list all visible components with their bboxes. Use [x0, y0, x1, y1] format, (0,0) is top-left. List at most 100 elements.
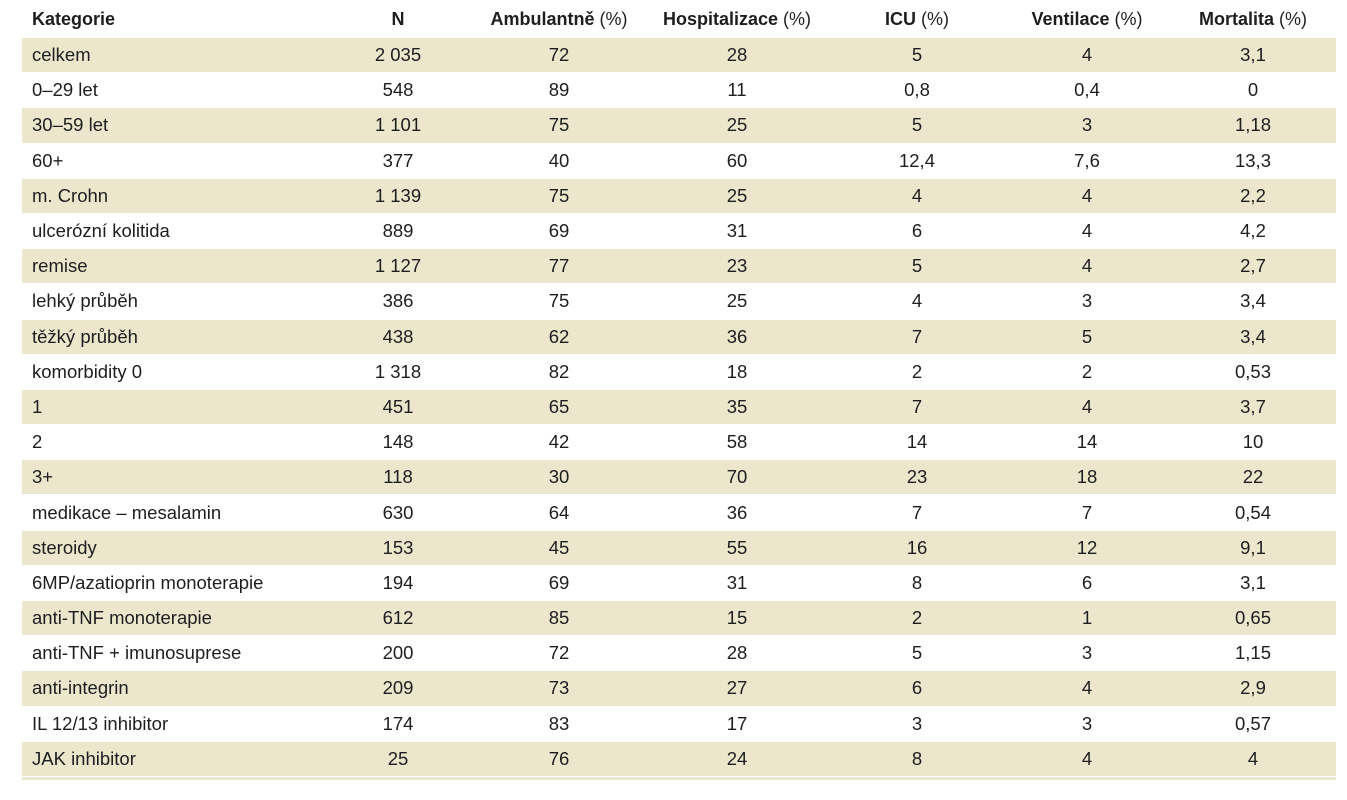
column-header-unit: (%) — [1274, 8, 1307, 29]
category-cell: ulcerózní kolitida — [32, 220, 170, 242]
value-cell: 12,4 — [898, 149, 935, 171]
value-cell: 10 — [1242, 431, 1264, 453]
column-header-5: Ventilace (%) — [1004, 0, 1170, 38]
value-cell: 23 — [906, 466, 928, 488]
value-cell: 209 — [382, 677, 414, 699]
value-cell: 0 — [1247, 79, 1259, 101]
value-cell: 1,15 — [1234, 642, 1271, 664]
value-cell: 7,6 — [1074, 149, 1100, 171]
value-cell: 60 — [726, 149, 748, 171]
value-cell: 5 — [911, 642, 923, 664]
column-header-label: N — [391, 8, 405, 29]
value-cell: 174 — [382, 712, 414, 734]
value-cell: 89 — [548, 79, 570, 101]
table-row: remise 1 127 77 23 5 4 2,7 — [22, 248, 1336, 284]
value-cell: 73 — [548, 677, 570, 699]
value-cell: 0,53 — [1234, 360, 1271, 382]
value-cell: 42 — [548, 431, 570, 453]
category-cell: těžký průběh — [32, 325, 138, 347]
value-cell: 4 — [1081, 677, 1093, 699]
value-cell: 30 — [548, 466, 570, 488]
value-cell: 8 — [911, 571, 923, 593]
value-cell: 1 318 — [374, 360, 422, 382]
category-cell: IL 12/13 inhibitor — [32, 712, 169, 734]
table-row: 0–29 let 548 89 11 0,8 0,4 0 — [22, 72, 1336, 108]
value-cell: 1 127 — [374, 255, 422, 277]
category-cell: steroidy — [32, 536, 97, 558]
value-cell: 83 — [548, 712, 570, 734]
category-cell: 0–29 let — [32, 79, 98, 101]
value-cell: 36 — [726, 325, 748, 347]
category-cell: m. Crohn — [32, 184, 109, 206]
table-row: medikace – mesalamin 630 64 36 7 7 0,54 — [22, 494, 1336, 531]
table-row: těžký průběh 438 62 36 7 5 3,4 — [22, 319, 1336, 355]
table-row: 1 451 65 35 7 4 3,7 — [22, 389, 1336, 425]
value-cell: 8 — [911, 747, 923, 769]
value-cell: 23 — [726, 255, 748, 277]
column-header-6: Mortalita (%) — [1170, 0, 1336, 38]
value-cell: 4 — [1081, 184, 1093, 206]
value-cell: 153 — [382, 536, 414, 558]
value-cell: 4 — [911, 290, 923, 312]
value-cell: 28 — [726, 642, 748, 664]
category-cell: remise — [32, 255, 88, 277]
value-cell: 0,8 — [904, 79, 930, 101]
value-cell: 1 — [1081, 607, 1093, 629]
value-cell: 24 — [726, 747, 748, 769]
value-cell: 3,7 — [1240, 395, 1266, 417]
value-cell: 2 — [911, 360, 923, 382]
category-cell: lehký průběh — [32, 290, 138, 312]
value-cell: 1,18 — [1234, 114, 1271, 136]
value-cell: 22 — [1242, 466, 1264, 488]
value-cell: 6 — [911, 677, 923, 699]
value-cell: 451 — [382, 395, 414, 417]
value-cell: 25 — [726, 184, 748, 206]
value-cell: 5 — [911, 44, 923, 66]
value-cell: 15 — [726, 607, 748, 629]
value-cell: 25 — [387, 747, 409, 769]
value-cell: 548 — [382, 79, 414, 101]
column-header-unit: (%) — [778, 8, 812, 29]
table-row: komorbidity 0 1 318 82 18 2 2 0,53 — [22, 354, 1336, 390]
value-cell: 27 — [726, 677, 748, 699]
header-row: Kategorie N Ambulantně (%) Hospitalizace (%… — [22, 0, 1336, 38]
value-cell: 75 — [548, 290, 570, 312]
value-cell: 5 — [911, 114, 923, 136]
category-cell: anti-TNF + imunosuprese — [32, 642, 242, 664]
column-header-1: N — [322, 0, 474, 38]
column-header-label: Hospitalizace — [662, 8, 779, 29]
category-cell: anti-integrin — [32, 677, 129, 699]
value-cell: 0,57 — [1234, 712, 1271, 734]
value-cell: 31 — [726, 220, 748, 242]
column-header-label: Kategorie — [32, 8, 116, 29]
table-row: anti-integrin 209 73 27 6 4 2,9 — [22, 670, 1336, 707]
value-cell: 82 — [548, 360, 570, 382]
value-cell: 5 — [911, 255, 923, 277]
value-cell: 72 — [548, 642, 570, 664]
table-bottom-rule — [22, 776, 1336, 780]
value-cell: 3,4 — [1240, 325, 1266, 347]
value-cell: 4 — [1081, 747, 1093, 769]
value-cell: 31 — [726, 571, 748, 593]
table-row: steroidy 153 45 55 16 12 9,1 — [22, 530, 1336, 566]
value-cell: 4 — [1081, 255, 1093, 277]
value-cell: 16 — [906, 536, 928, 558]
value-cell: 200 — [382, 642, 414, 664]
value-cell: 2,2 — [1240, 184, 1266, 206]
value-cell: 438 — [382, 325, 414, 347]
value-cell: 2 — [1081, 360, 1093, 382]
value-cell: 889 — [382, 220, 414, 242]
column-header-unit: (%) — [594, 8, 628, 29]
column-header-label: Mortalita — [1198, 8, 1274, 29]
column-header-4: ICU (%) — [830, 0, 1004, 38]
table-row: celkem 2 035 72 28 5 4 3,1 — [22, 38, 1336, 73]
value-cell: 36 — [726, 501, 748, 523]
column-header-3: Hospitalizace (%) — [644, 0, 830, 38]
value-cell: 3 — [1081, 712, 1093, 734]
value-cell: 40 — [548, 149, 570, 171]
value-cell: 194 — [382, 571, 414, 593]
value-cell: 18 — [1076, 466, 1098, 488]
table-row: IL 12/13 inhibitor 174 83 17 3 3 0,57 — [22, 706, 1336, 742]
table-row: 6MP/azatioprin monoterapie 194 69 31 8 6 3,1 — [22, 565, 1336, 601]
value-cell: 25 — [726, 290, 748, 312]
